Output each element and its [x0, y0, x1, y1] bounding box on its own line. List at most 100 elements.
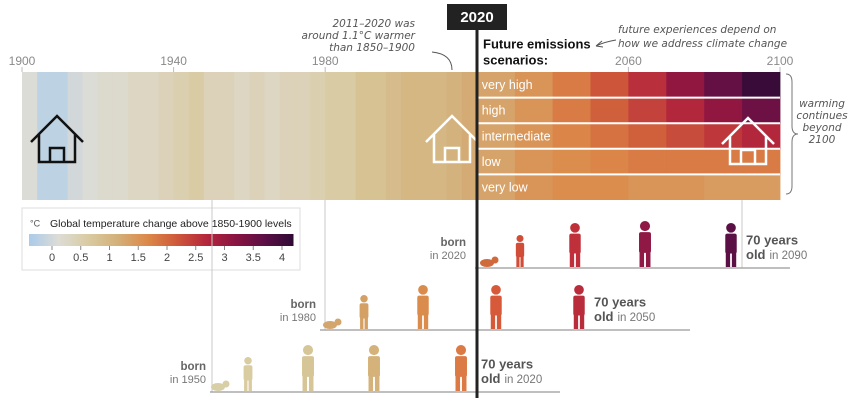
scenario-stripe: [590, 174, 629, 200]
house-icon: [425, 114, 479, 164]
person-head: [302, 345, 314, 356]
x-tick-label: 1900: [9, 54, 36, 68]
person-head: [570, 223, 580, 233]
x-tick-label: 1980: [312, 54, 339, 68]
scenario-stripe: [666, 148, 705, 175]
person-leg: [244, 379, 248, 391]
legend-tick-label: 4: [279, 252, 285, 264]
scenario-stripe: [590, 72, 629, 98]
person-body: [490, 295, 502, 316]
scenario-stripe: [628, 72, 667, 98]
scenario-stripe: [666, 174, 705, 200]
person-head: [491, 285, 501, 295]
stripe: [431, 72, 447, 200]
person-icon: [573, 285, 585, 329]
person-leg: [639, 251, 645, 267]
person-leg: [364, 317, 368, 329]
person-body: [569, 233, 581, 254]
stripe: [143, 72, 159, 200]
legend-title: Global temperature change above 1850-190…: [50, 218, 292, 230]
scenario-stripe: [476, 174, 516, 200]
scenario-stripe: [666, 97, 705, 124]
born-year: in 1980: [280, 312, 316, 324]
stripe: [416, 72, 432, 200]
age-year: old in 2020: [481, 371, 542, 386]
stripe: [249, 72, 265, 200]
person-icon: [490, 285, 502, 329]
old-year: in 2090: [770, 250, 808, 262]
age-label: 70 years: [594, 294, 646, 309]
note-text: how we address climate change: [618, 38, 787, 50]
born-label: born: [440, 237, 466, 249]
legend: 0 0.5 1 1.5 2 2.5 3 3.5 4: [29, 234, 294, 264]
old-year: in 2020: [505, 374, 543, 386]
stripes: [22, 72, 478, 200]
person-leg: [520, 256, 524, 267]
scenario-stripe: [666, 123, 705, 149]
person-leg: [725, 252, 731, 267]
person-icon: [243, 357, 253, 391]
stripe: [203, 72, 220, 200]
scenario-stripe: [704, 174, 743, 200]
age-year: old in 2090: [746, 247, 807, 262]
person-leg: [368, 375, 374, 391]
person-leg: [579, 314, 585, 329]
stripe: [355, 72, 372, 200]
person-body: [323, 321, 337, 329]
legend-tick-label: 0: [49, 252, 55, 264]
note-pointer: [431, 51, 453, 71]
scenario-stripe: [514, 72, 553, 98]
person-body: [243, 365, 253, 381]
stripe: [325, 72, 341, 200]
stripe: [112, 72, 129, 200]
scenario-label: very low: [482, 180, 529, 194]
stripe: [188, 72, 205, 200]
person-icon: [323, 318, 342, 329]
scenario-label: very high: [482, 78, 533, 92]
note-text: continues: [796, 110, 848, 122]
stripe: [385, 72, 402, 200]
legend-tick-label: 1: [106, 252, 112, 264]
stripe: [82, 72, 99, 200]
brace: [785, 73, 799, 195]
person-body: [455, 356, 467, 377]
person-head: [639, 221, 651, 232]
person-body: [639, 232, 651, 253]
stripe: [401, 72, 417, 200]
age-label: 70 years: [746, 232, 798, 247]
scenario-stripe: [514, 123, 553, 149]
old-word: old: [746, 247, 766, 262]
scenario-stripe: [704, 97, 743, 124]
scenario-stripe: [476, 97, 516, 124]
stripe: [446, 72, 463, 200]
now-label: 2020: [460, 9, 493, 26]
legend-tick-label: 1.5: [131, 252, 146, 264]
scenario-stripe: [628, 174, 667, 200]
stripe: [310, 72, 326, 200]
scenario-stripe: [514, 148, 553, 175]
scenario-stripe: [590, 123, 629, 149]
person-body: [368, 356, 380, 377]
scenario-stripe: [742, 148, 781, 175]
scenario-stripe: [628, 97, 667, 124]
scenario-stripe: [742, 123, 781, 149]
person-icon: [515, 235, 525, 267]
person-leg: [248, 379, 252, 391]
person-icon: [211, 380, 230, 391]
old-word: old: [481, 371, 501, 386]
old-word: old: [594, 309, 614, 324]
person-leg: [516, 256, 520, 267]
legend-tick-label: 3: [221, 252, 227, 264]
person-leg: [645, 251, 651, 267]
born-label: born: [180, 361, 206, 373]
legend-unit: °C: [30, 218, 41, 228]
scenario-stripe: [704, 72, 743, 98]
scenario-stripe: [552, 148, 591, 175]
person-head: [244, 357, 252, 365]
scenario-stripe: [514, 174, 553, 200]
person-leg: [569, 252, 575, 267]
note-text: 2100: [809, 134, 836, 146]
person-leg: [490, 314, 496, 329]
